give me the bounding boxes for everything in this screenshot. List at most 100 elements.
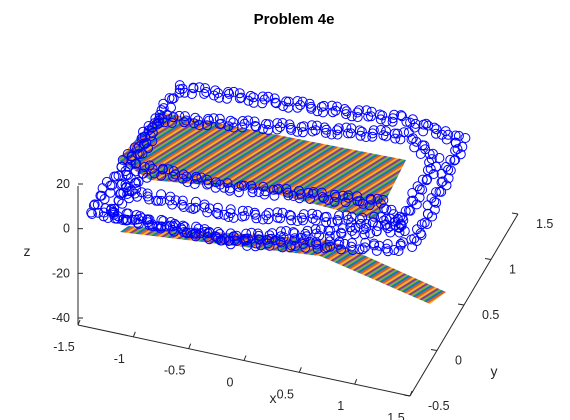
data-marker bbox=[236, 92, 247, 103]
data-marker bbox=[318, 100, 329, 111]
data-marker bbox=[178, 227, 189, 238]
data-marker bbox=[339, 104, 350, 114]
data-marker bbox=[436, 168, 447, 179]
data-marker bbox=[399, 226, 410, 237]
y-tick-mark bbox=[457, 303, 465, 306]
data-marker bbox=[316, 101, 327, 112]
data-marker bbox=[346, 123, 357, 134]
data-marker bbox=[297, 127, 308, 138]
data-marker bbox=[380, 220, 390, 231]
y-tick-label: 0.5 bbox=[482, 308, 499, 322]
data-marker bbox=[247, 187, 258, 198]
data-marker bbox=[431, 128, 441, 139]
data-marker bbox=[122, 215, 133, 226]
data-marker bbox=[263, 91, 274, 102]
data-marker bbox=[336, 244, 347, 255]
data-marker bbox=[144, 160, 155, 171]
data-marker bbox=[285, 242, 296, 253]
data-marker bbox=[398, 237, 408, 248]
data-marker bbox=[332, 125, 343, 136]
x-tick-label: -0.5 bbox=[164, 364, 186, 378]
data-marker bbox=[143, 214, 153, 225]
data-marker bbox=[424, 157, 435, 168]
data-marker bbox=[381, 243, 392, 254]
z-tick-label: -40 bbox=[52, 311, 70, 325]
data-marker bbox=[359, 229, 370, 240]
data-marker bbox=[307, 208, 318, 219]
data-marker bbox=[421, 175, 432, 186]
y-tick-label: 0 bbox=[455, 354, 462, 368]
data-marker bbox=[295, 232, 306, 243]
data-marker bbox=[449, 155, 460, 166]
data-marker bbox=[460, 133, 471, 143]
x-axis-label: x bbox=[270, 390, 277, 406]
data-marker bbox=[117, 198, 128, 209]
data-marker bbox=[213, 209, 224, 220]
data-marker bbox=[138, 126, 148, 137]
data-marker bbox=[422, 200, 433, 211]
data-marker bbox=[395, 238, 406, 249]
data-marker bbox=[298, 209, 309, 220]
data-marker bbox=[194, 82, 205, 93]
data-marker bbox=[450, 130, 461, 141]
x-tick-label: -1 bbox=[114, 352, 125, 366]
y-axis-label: y bbox=[491, 363, 498, 379]
data-marker bbox=[139, 162, 150, 172]
data-marker bbox=[379, 203, 389, 214]
data-marker bbox=[385, 213, 396, 224]
y-tick-mark bbox=[403, 394, 411, 397]
data-marker bbox=[426, 154, 437, 165]
data-marker bbox=[188, 83, 199, 94]
data-marker bbox=[241, 228, 252, 239]
data-marker bbox=[330, 230, 341, 241]
data-marker bbox=[228, 117, 239, 128]
data-marker bbox=[105, 205, 116, 215]
data-marker bbox=[350, 222, 361, 233]
data-marker bbox=[263, 207, 274, 218]
data-marker bbox=[311, 239, 322, 250]
z-axis-label: z bbox=[24, 243, 31, 259]
data-marker bbox=[361, 223, 371, 233]
data-marker bbox=[357, 198, 368, 209]
data-marker bbox=[149, 168, 160, 179]
data-marker bbox=[101, 176, 112, 187]
data-marker bbox=[324, 236, 335, 247]
data-marker bbox=[239, 211, 250, 221]
data-marker bbox=[211, 177, 221, 188]
data-marker bbox=[88, 200, 99, 211]
data-marker bbox=[261, 118, 271, 129]
data-marker bbox=[179, 87, 190, 98]
data-marker bbox=[365, 193, 376, 204]
data-marker bbox=[182, 177, 193, 188]
data-marker bbox=[322, 242, 332, 253]
data-marker bbox=[318, 107, 328, 118]
data-marker bbox=[396, 110, 406, 121]
data-marker bbox=[225, 115, 236, 126]
data-marker bbox=[375, 198, 386, 209]
data-marker bbox=[385, 227, 396, 238]
data-marker bbox=[174, 80, 185, 91]
data-marker bbox=[361, 132, 371, 142]
data-marker bbox=[93, 207, 104, 218]
data-marker bbox=[261, 235, 272, 245]
data-marker bbox=[179, 117, 190, 128]
tick-label-layer: -40 -20 0 20 -1.5 -1 -0.5 0 0.5 1 1.5 -0.5 0 0.5 1 1.5 bbox=[52, 177, 554, 420]
data-marker bbox=[214, 92, 225, 103]
data-marker bbox=[319, 122, 330, 133]
data-marker bbox=[168, 112, 179, 123]
data-marker bbox=[411, 199, 422, 210]
data-marker bbox=[319, 193, 329, 204]
data-marker bbox=[414, 192, 425, 203]
data-marker bbox=[105, 187, 116, 198]
data-marker bbox=[346, 238, 357, 248]
data-marker bbox=[359, 242, 370, 253]
x-tick-mark bbox=[243, 355, 247, 361]
data-marker bbox=[246, 227, 257, 238]
data-marker bbox=[345, 222, 356, 233]
data-marker bbox=[307, 126, 318, 137]
data-marker bbox=[234, 88, 245, 99]
x-tick-label: 1.5 bbox=[387, 411, 404, 420]
data-marker bbox=[154, 109, 165, 120]
data-marker bbox=[214, 113, 225, 124]
data-marker bbox=[424, 149, 435, 160]
